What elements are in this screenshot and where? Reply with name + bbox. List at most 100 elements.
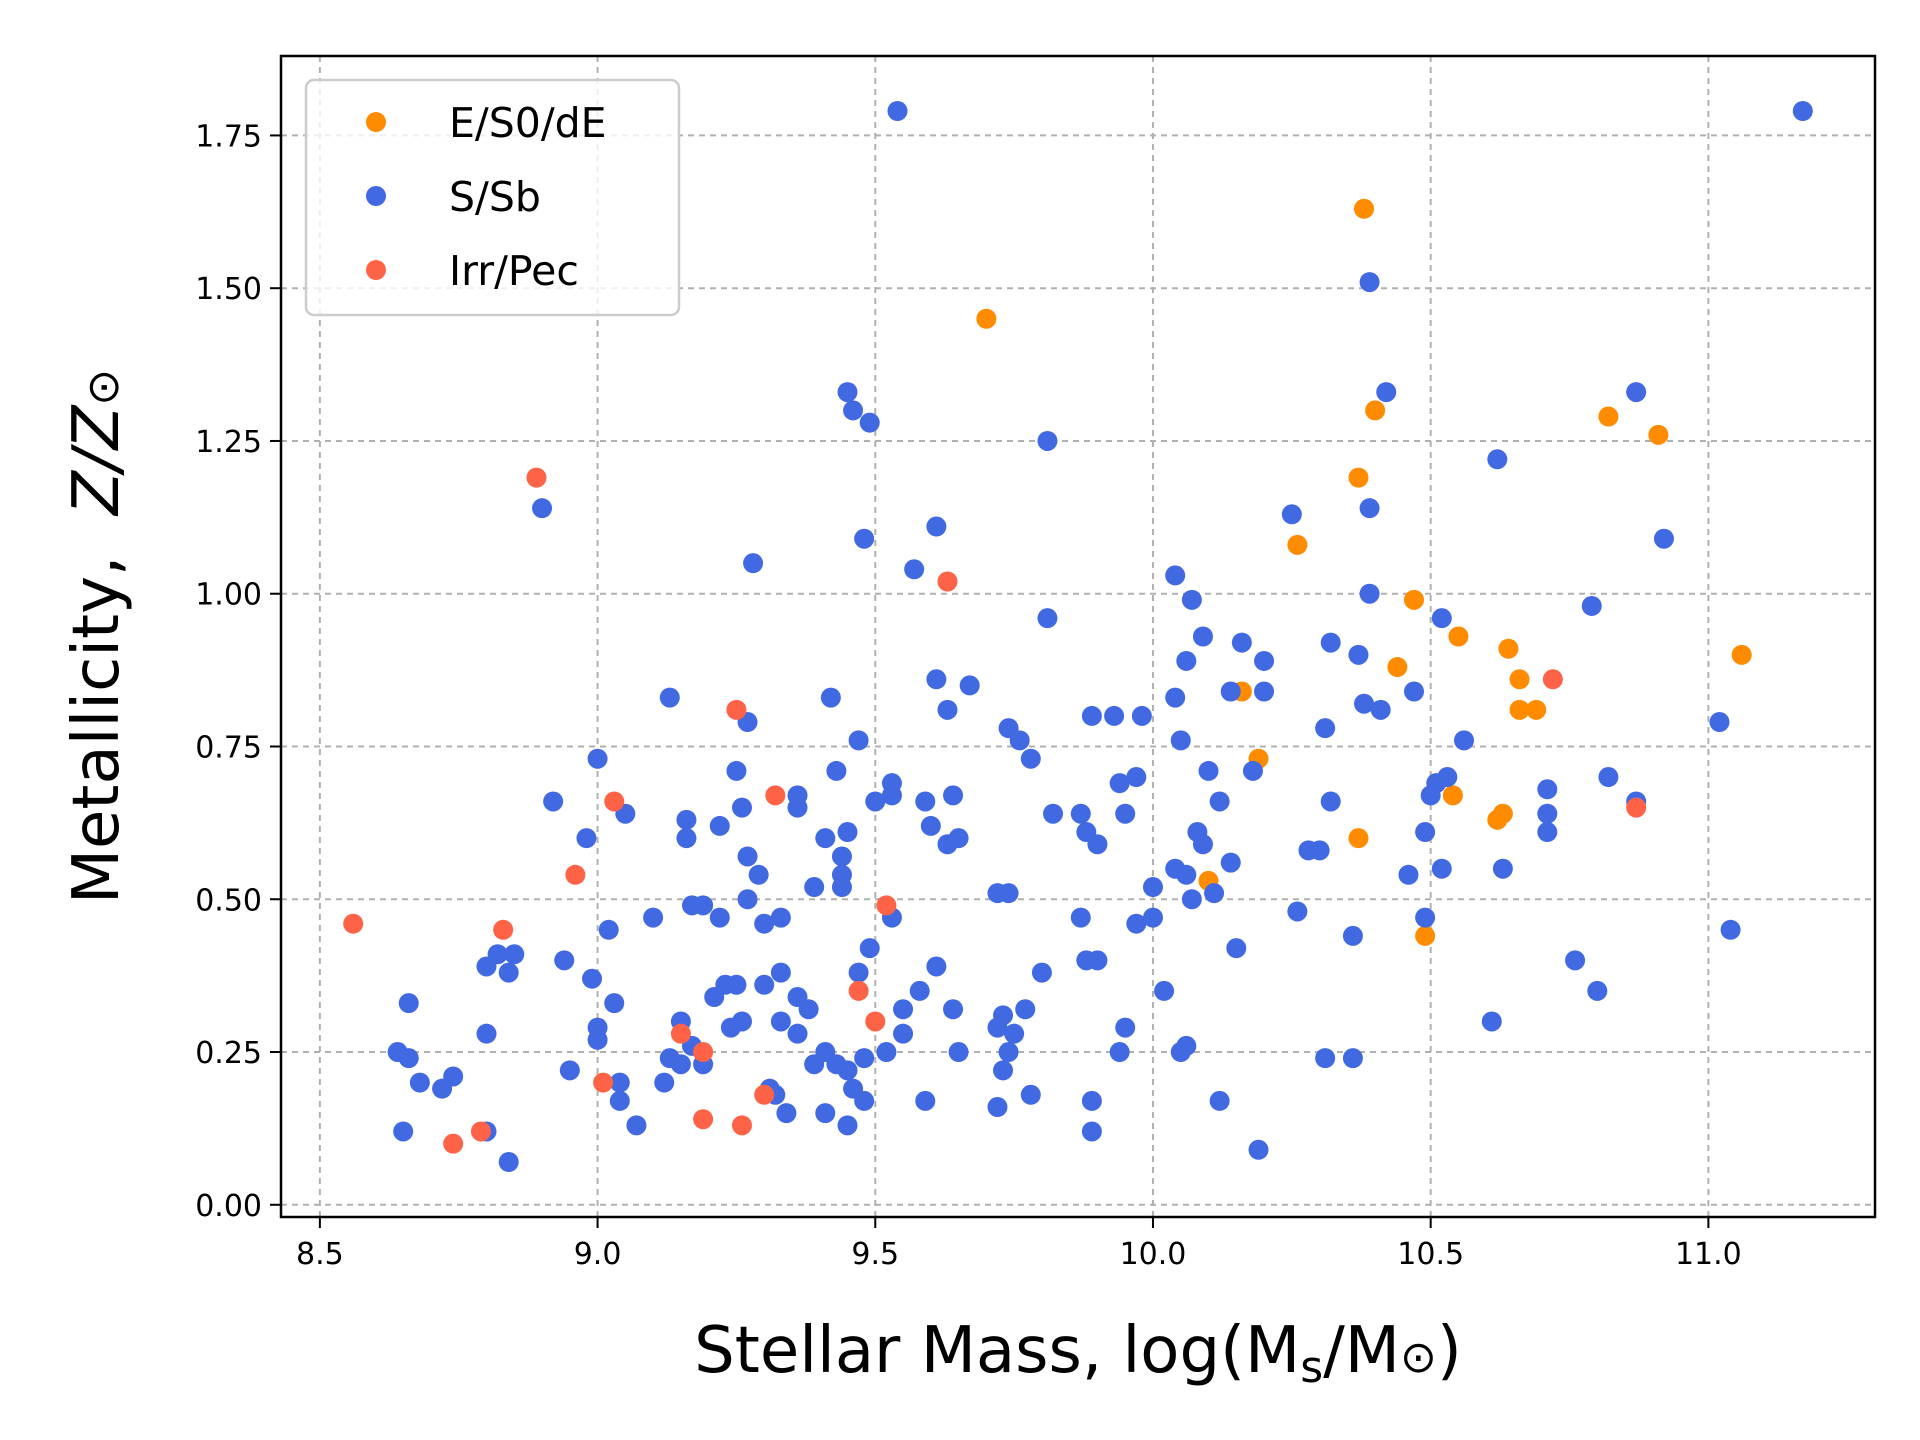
data-point [609,1072,630,1093]
data-point [937,699,958,720]
data-point [398,993,419,1014]
x-axis-title-suffix: ) [1437,1314,1462,1388]
data-point [532,498,553,519]
data-point [731,797,752,818]
data-point [1115,803,1136,824]
data-point [654,1072,675,1093]
data-point [1081,1121,1102,1142]
data-point [1020,1084,1041,1105]
x-tick-label: 9.5 [851,1237,899,1272]
data-point [582,968,603,989]
data-point [959,675,980,696]
data-point [831,877,852,898]
data-point [1481,1011,1502,1032]
data-point [1287,534,1308,555]
data-point [1009,730,1030,751]
data-point [476,1023,497,1044]
data-points [343,100,1813,1173]
data-point [1348,828,1369,849]
data-point [865,1011,886,1032]
data-point [1209,791,1230,812]
data-point [843,400,864,421]
data-point [498,962,519,983]
data-point [1431,608,1452,629]
data-point [1342,925,1363,946]
data-point [820,687,841,708]
x-axis-title-middle: /M [1323,1314,1400,1388]
data-point [881,785,902,806]
y-tick-label: 1.50 [195,272,262,307]
data-point [926,669,947,690]
data-point [1220,852,1241,873]
data-point [1370,699,1391,720]
data-point [1004,1023,1025,1044]
data-point [1359,272,1380,293]
data-point [676,809,697,830]
data-point [1104,705,1125,726]
data-point [1176,864,1197,885]
data-point [1087,950,1108,971]
data-point [904,559,925,580]
data-point [976,308,997,329]
data-point [1220,681,1241,702]
data-point [815,1103,836,1124]
data-point [1420,785,1441,806]
data-point [776,1103,797,1124]
data-point [670,1023,691,1044]
data-point [1354,198,1375,219]
data-point [737,846,758,867]
y-axis-title: Metallicity, Z/Z⊙ [60,369,134,904]
data-point [1176,1035,1197,1056]
data-point [398,1048,419,1069]
data-point [1398,864,1419,885]
data-point [1709,712,1730,733]
data-point [1598,767,1619,788]
data-point [343,913,364,934]
data-point [1309,840,1330,861]
data-point [487,944,508,965]
data-point [1415,907,1436,928]
data-point [432,1078,453,1099]
data-point [1170,730,1191,751]
legend-entries: E/S0/dE S/Sb Irr/Pec [366,99,607,295]
data-point [1126,913,1147,934]
data-point [1342,1048,1363,1069]
series-s-sb [387,100,1813,1173]
data-point [831,846,852,867]
data-point [493,919,514,940]
x-axis-title-sun-symbol: ⊙ [1400,1332,1437,1383]
data-point [1404,681,1425,702]
legend-marker [366,112,386,132]
data-point [1626,797,1647,818]
y-axis-title-sun-symbol: ⊙ [78,369,129,406]
data-point [1254,681,1275,702]
data-point [1165,687,1186,708]
data-point [1181,589,1202,610]
y-tick-label: 0.75 [195,730,262,765]
data-point [559,1060,580,1081]
data-point [1031,962,1052,983]
y-tick-label: 1.00 [195,578,262,613]
axis-ticks: 8.5 9.0 9.5 10.0 10.5 11.0 0.00 0.25 0.50 0.75 1.0… [195,119,1742,1272]
data-point [1404,589,1425,610]
data-point [1037,430,1058,451]
data-point [920,815,941,836]
data-point [726,699,747,720]
data-point [993,1060,1014,1081]
data-point [926,516,947,537]
data-point [1492,803,1513,824]
data-point [987,1097,1008,1118]
x-axis-title: Stellar Mass, log(Ms/M⊙) [694,1314,1462,1393]
data-point [1165,565,1186,586]
legend-marker [366,186,386,206]
data-point [1537,803,1558,824]
data-point [915,791,936,812]
data-point [1315,1048,1336,1069]
data-point [604,791,625,812]
data-point [876,895,897,916]
data-point [876,1042,897,1063]
data-point [1287,901,1308,922]
data-point [1354,693,1375,714]
